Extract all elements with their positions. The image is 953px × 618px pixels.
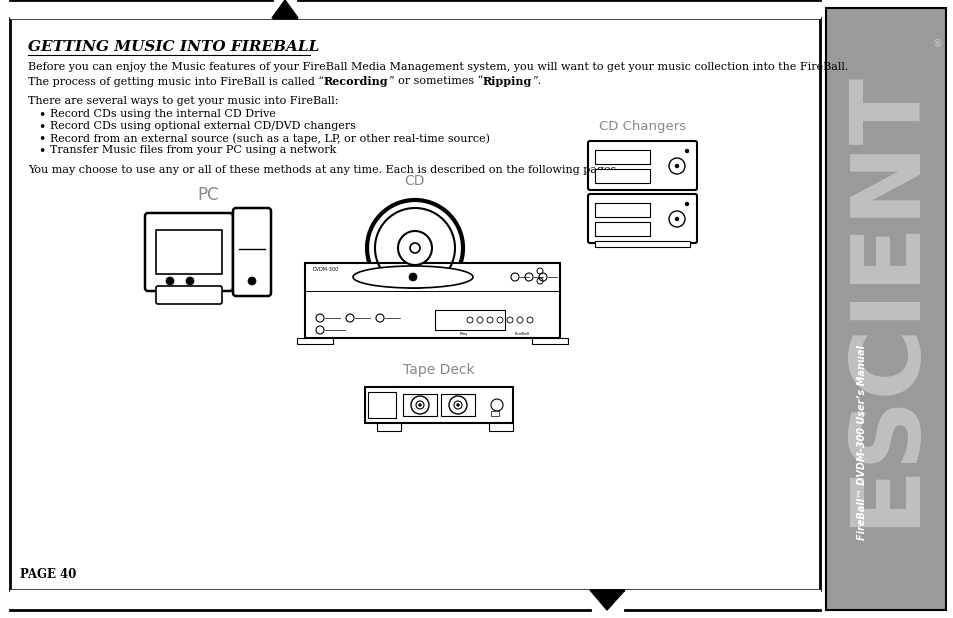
Bar [368, 392, 395, 418]
Text: Record from an external source (such as a tape, LP, or other real-time source): Record from an external source (such as … [50, 133, 490, 143]
Bar [825, 8, 945, 610]
Bar [595, 241, 689, 247]
Ellipse shape [353, 266, 473, 288]
Text: Tape Deck: Tape Deck [403, 363, 475, 377]
Text: Before you can enjoy the Music features of your FireBall Media Management system: Before you can enjoy the Music features … [28, 62, 847, 72]
Bar [595, 203, 649, 217]
Bar [296, 338, 333, 344]
FancyBboxPatch shape [233, 208, 271, 296]
Bar [440, 394, 475, 416]
Text: ESCIENT: ESCIENT [839, 69, 931, 527]
Circle shape [186, 277, 193, 285]
Bar [532, 338, 567, 344]
Text: •: • [38, 109, 46, 122]
FancyBboxPatch shape [145, 213, 233, 291]
Bar [305, 263, 559, 338]
Text: Ripping: Ripping [482, 76, 532, 87]
Text: Record CDs using the internal CD Drive: Record CDs using the internal CD Drive [50, 109, 275, 119]
Bar [402, 394, 436, 416]
Circle shape [675, 217, 679, 221]
Text: ” or sometimes “: ” or sometimes “ [388, 76, 482, 86]
Circle shape [456, 404, 459, 407]
Circle shape [668, 158, 684, 174]
Circle shape [454, 401, 461, 409]
Bar [376, 423, 400, 431]
Text: •: • [38, 121, 46, 134]
Text: Record CDs using optional external CD/DVD changers: Record CDs using optional external CD/DV… [50, 121, 355, 131]
Bar [595, 169, 649, 183]
Polygon shape [589, 590, 624, 610]
Circle shape [684, 202, 688, 206]
Text: You may choose to use any or all of these methods at any time. Each is described: You may choose to use any or all of thes… [28, 165, 619, 175]
Text: There are several ways to get your music into FireBall:: There are several ways to get your music… [28, 96, 338, 106]
Text: FireBall: FireBall [515, 332, 530, 336]
Polygon shape [10, 0, 272, 18]
Circle shape [367, 200, 462, 296]
Text: CD Changers: CD Changers [598, 120, 685, 133]
Text: •: • [38, 133, 46, 146]
Circle shape [411, 396, 429, 414]
Text: Play: Play [459, 332, 468, 336]
Circle shape [166, 277, 173, 285]
Text: GETTING MUSIC INTO FIREBALL: GETTING MUSIC INTO FIREBALL [28, 40, 319, 54]
Circle shape [491, 399, 502, 411]
Circle shape [409, 273, 416, 281]
Circle shape [416, 401, 423, 409]
Text: •: • [38, 145, 46, 158]
Text: PC: PC [197, 186, 218, 204]
Text: CD: CD [404, 174, 425, 188]
Polygon shape [297, 0, 820, 18]
Circle shape [675, 164, 679, 168]
Text: FireBall™ DVDM-300 User’s Manual: FireBall™ DVDM-300 User’s Manual [856, 345, 866, 541]
Polygon shape [272, 0, 297, 18]
FancyBboxPatch shape [156, 286, 222, 304]
Text: PAGE 40: PAGE 40 [20, 568, 76, 581]
Text: The process of getting music into FireBall is called “: The process of getting music into FireBa… [28, 76, 324, 87]
Bar [10, 18, 820, 590]
Circle shape [668, 211, 684, 227]
Text: ®: ® [932, 39, 942, 49]
Bar [595, 222, 649, 236]
Text: ”.: ”. [532, 76, 540, 86]
Text: Transfer Music files from your PC using a network: Transfer Music files from your PC using … [50, 145, 336, 155]
Bar [365, 387, 513, 423]
Circle shape [397, 231, 432, 265]
Text: Recording: Recording [324, 76, 388, 87]
Bar [491, 411, 498, 416]
Bar [156, 230, 222, 274]
Bar [595, 150, 649, 164]
Polygon shape [624, 590, 820, 610]
Circle shape [418, 404, 421, 407]
Text: DVDM-300: DVDM-300 [313, 267, 338, 272]
Circle shape [248, 277, 255, 285]
Bar [435, 310, 504, 330]
Circle shape [410, 243, 419, 253]
Polygon shape [10, 590, 589, 610]
Circle shape [449, 396, 467, 414]
FancyBboxPatch shape [587, 141, 697, 190]
Circle shape [684, 149, 688, 153]
Bar [489, 423, 513, 431]
FancyBboxPatch shape [587, 194, 697, 243]
